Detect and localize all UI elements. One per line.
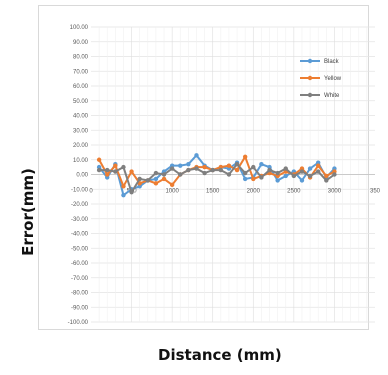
y-tick-label: -80.00 <box>71 291 89 297</box>
data-point <box>210 167 215 173</box>
legend-marker <box>307 92 313 98</box>
data-point <box>226 172 232 177</box>
data-point <box>194 153 199 158</box>
y-tick-label: 100.00 <box>70 25 89 31</box>
data-point <box>251 176 256 182</box>
y-tick-label: 50.00 <box>73 99 89 105</box>
data-point <box>153 170 159 176</box>
y-tick-label: -90.00 <box>71 305 89 311</box>
x-tick-label: 1000 <box>165 189 179 195</box>
y-tick-label: -20.00 <box>71 202 89 208</box>
data-point <box>275 170 280 176</box>
x-tick-label: 2500 <box>287 189 301 195</box>
data-point <box>145 178 150 183</box>
data-point <box>259 175 264 180</box>
data-point <box>259 161 264 167</box>
legend-marker <box>307 75 313 81</box>
data-point <box>186 167 191 173</box>
data-point <box>96 167 102 173</box>
data-point <box>194 166 199 171</box>
data-point <box>169 182 175 188</box>
data-point <box>275 178 280 183</box>
data-point <box>202 164 207 170</box>
data-point <box>242 154 248 159</box>
y-tick-label: 20.00 <box>73 143 89 149</box>
y-tick-label: 30.00 <box>73 128 89 134</box>
y-tick-label: -100.00 <box>68 320 89 326</box>
y-tick-label: 70.00 <box>73 69 89 75</box>
y-axis-label: Error(mm) <box>19 168 37 256</box>
data-point <box>121 184 126 189</box>
data-point <box>234 161 240 167</box>
data-point <box>96 157 102 162</box>
data-point <box>242 176 248 182</box>
x-tick-label: 3000 <box>328 189 342 195</box>
data-point <box>291 173 297 179</box>
data-point <box>251 164 256 170</box>
data-point <box>226 163 232 168</box>
data-point <box>105 172 110 177</box>
data-point <box>161 176 167 182</box>
x-tick-label: 1500 <box>206 189 220 195</box>
data-point <box>283 166 288 171</box>
y-tick-label: 60.00 <box>73 84 89 90</box>
data-point <box>178 163 183 168</box>
y-tick-label: -50.00 <box>71 246 89 252</box>
y-tick-label: -10.00 <box>71 187 89 193</box>
data-point <box>324 178 329 183</box>
y-tick-label: 10.00 <box>73 158 89 164</box>
data-point <box>218 167 224 173</box>
data-point <box>316 163 321 168</box>
data-point <box>299 178 305 183</box>
data-point <box>332 172 337 177</box>
data-point <box>105 167 110 173</box>
legend-label: White <box>324 93 340 99</box>
data-point <box>161 172 167 177</box>
data-point <box>324 173 329 179</box>
y-tick-label: -60.00 <box>71 261 89 267</box>
y-tick-label: -40.00 <box>71 232 89 238</box>
y-tick-label: -30.00 <box>71 217 89 223</box>
data-point <box>129 190 134 195</box>
data-point <box>129 169 134 174</box>
data-point <box>137 176 142 182</box>
data-point <box>121 192 126 198</box>
legend-label: Black <box>324 59 340 65</box>
data-point <box>307 173 313 179</box>
legend-label: Yellow <box>324 76 342 82</box>
y-tick-label: 0.00 <box>76 173 88 179</box>
data-point <box>113 163 118 168</box>
x-axis-label: Distance (mm) <box>158 346 282 364</box>
series-line <box>98 154 335 189</box>
data-point <box>242 170 248 176</box>
data-point <box>202 170 207 176</box>
data-point <box>267 167 272 173</box>
legend-marker <box>307 58 313 64</box>
data-point <box>113 169 118 174</box>
y-tick-label: 40.00 <box>73 114 89 120</box>
data-point <box>299 169 305 174</box>
data-point <box>283 173 288 179</box>
y-tick-label: 90.00 <box>73 40 89 46</box>
data-point <box>307 166 313 171</box>
x-tick-label: 350 <box>370 189 381 195</box>
x-tick-label: 0 <box>89 189 93 195</box>
data-point <box>153 181 159 186</box>
y-tick-label: 80.00 <box>73 55 89 61</box>
data-point <box>316 169 321 174</box>
data-point <box>121 164 126 170</box>
data-point <box>234 167 240 173</box>
data-point <box>153 176 159 182</box>
data-point <box>178 172 183 177</box>
data-point <box>169 166 175 171</box>
y-tick-label: -70.00 <box>71 276 89 282</box>
x-tick-label: 2000 <box>247 189 261 195</box>
data-point <box>186 161 191 167</box>
